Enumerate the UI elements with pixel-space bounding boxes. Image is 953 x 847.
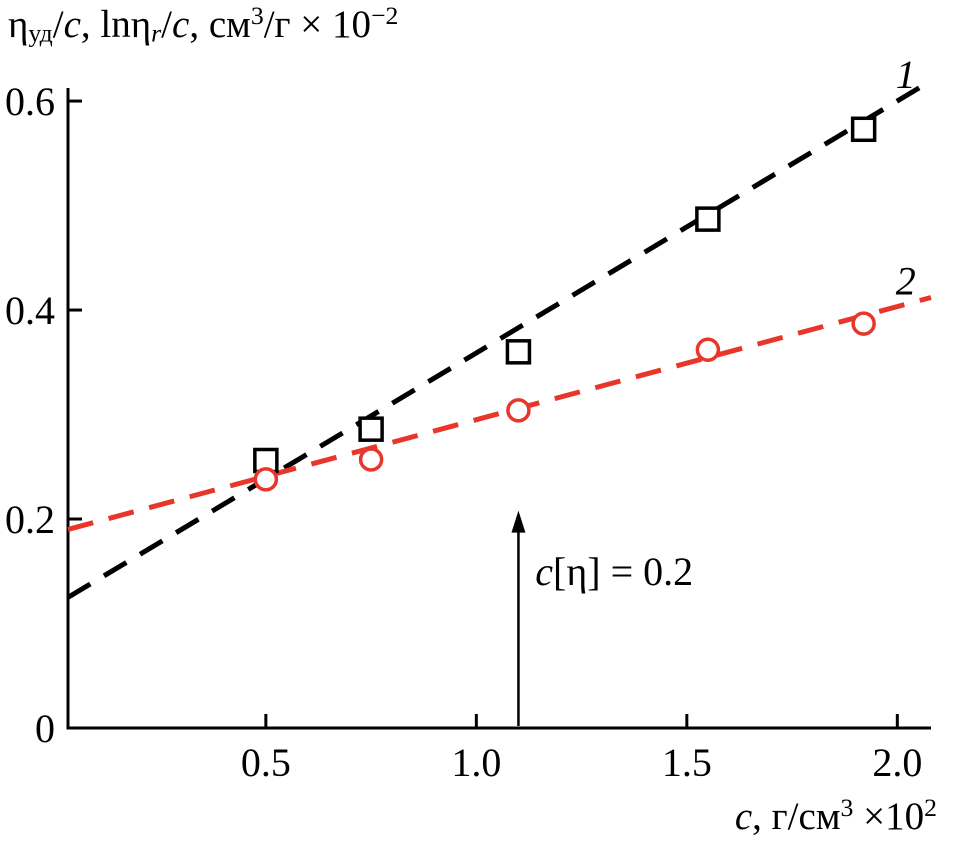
axis-title-segment: 3	[250, 1, 264, 31]
axis-title-segment: /	[52, 3, 64, 46]
y-tick-label: 0	[35, 706, 55, 751]
annotation-segment: c	[535, 549, 553, 594]
x-tick-label: 2.0	[872, 740, 922, 785]
y-tick-label: 0.2	[5, 497, 55, 542]
marker-square	[505, 339, 532, 365]
y-tick-label: 0.6	[5, 79, 55, 124]
marker-square	[695, 206, 721, 232]
x-tick-label: 1.0	[451, 740, 501, 785]
annotation-segment: [η] = 0.2	[553, 549, 693, 594]
x-tick-label: 0.5	[241, 740, 291, 785]
marker-circle	[253, 467, 279, 492]
axis-title-segment: ×10	[853, 795, 925, 839]
marker-circle	[851, 311, 876, 336]
axis-title-segment: , см	[189, 3, 251, 46]
annotation-text: c[η] = 0.2	[535, 549, 693, 594]
axis-title-segment: 2	[924, 793, 937, 823]
x-tick-label: 1.5	[662, 740, 712, 785]
axis-title-segment: , г/см	[752, 795, 841, 839]
marker-square	[850, 116, 877, 143]
marker-circle	[358, 447, 384, 472]
marker-square	[358, 416, 384, 442]
trend-line-2	[67, 295, 932, 532]
axis-title-segment: , lnη	[80, 3, 152, 46]
axis-title-segment: 3	[840, 793, 854, 823]
axis-title-segment: c	[172, 3, 190, 46]
series-label-1: 1	[896, 52, 916, 97]
axis-title-segment: r	[151, 18, 162, 48]
marker-circle	[695, 337, 721, 362]
trend-line-1	[66, 81, 929, 600]
marker-circle	[506, 398, 531, 423]
annotation-arrow-head	[511, 510, 526, 533]
axis-title-segment: /	[161, 3, 172, 46]
y-axis-title: ηуд/c, lnηr/c, см3/г × 10−2	[8, 1, 399, 48]
axis-title-segment: η	[8, 3, 29, 46]
axis-title-segment: −2	[371, 1, 399, 31]
axis-title-segment: уд	[28, 18, 53, 48]
x-axis-title: c, г/см3 ×102	[734, 793, 937, 839]
y-tick-label: 0.4	[5, 288, 55, 333]
axis-title-segment: /г × 10	[263, 3, 372, 46]
axis-title-segment: c	[734, 795, 753, 839]
axis-title-segment: c	[63, 3, 81, 46]
series-label-2: 2	[896, 258, 916, 303]
